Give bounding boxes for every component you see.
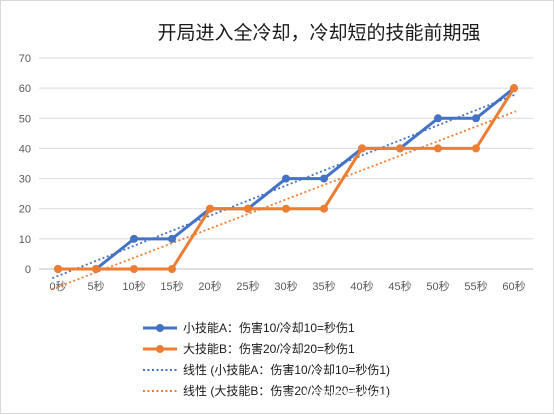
series-lines: [54, 84, 518, 273]
x-tick-label: 50秒: [426, 279, 449, 293]
y-tick-label: 60: [19, 83, 31, 95]
chart-title: 开局进入全冷却，冷却短的技能前期强: [157, 22, 480, 44]
data-point-a: [130, 234, 138, 243]
x-tick-label: 60秒: [502, 279, 525, 293]
trendlines: [51, 93, 517, 290]
data-point-b: [472, 144, 480, 153]
data-point-b: [206, 204, 214, 213]
data-point-b: [434, 144, 442, 153]
x-tick-label: 55秒: [464, 279, 487, 293]
y-tick-label: 20: [19, 204, 31, 216]
y-tick-label: 50: [19, 113, 31, 125]
legend: 小技能A：伤害10/冷却10=秒伤1 大技能B：伤害20/冷却20=秒伤1 线性 (…: [143, 320, 390, 398]
legend-marker: [156, 345, 164, 353]
legend-marker: [156, 324, 164, 332]
data-point-b: [244, 204, 252, 213]
legend-label: 大技能B：伤害20/冷却20=秒伤1: [183, 341, 355, 356]
x-tick-label: 15秒: [160, 279, 183, 293]
data-point-b: [54, 265, 62, 273]
data-point-b: [320, 204, 328, 213]
y-tick-label: 40: [19, 143, 31, 155]
watermark-text: © 上游媒体平台 COLG玩家社区: [284, 389, 496, 406]
data-point-a: [472, 114, 480, 123]
legend-label: 线性 (大技能B：伤害20/冷却20=秒伤1): [183, 383, 390, 398]
y-tick-label: 10: [19, 234, 31, 246]
data-point-b: [168, 265, 176, 273]
data-point-a: [434, 114, 442, 123]
x-tick-label: 40秒: [350, 279, 373, 293]
y-tick-label: 70: [19, 53, 31, 65]
data-point-b: [358, 144, 366, 153]
trendline-b: [51, 110, 517, 290]
data-point-b: [130, 265, 138, 273]
x-tick-label: 5秒: [87, 279, 104, 293]
data-point-a: [282, 174, 290, 183]
data-point-b: [92, 265, 100, 273]
x-tick-label: 25秒: [236, 279, 259, 293]
x-tick-label: 30秒: [274, 279, 297, 293]
y-axis-ticks: 0 10 20 30 40 50 60 70: [19, 53, 31, 276]
x-tick-label: 20秒: [198, 279, 221, 293]
data-point-a: [320, 174, 328, 183]
trendline-a: [51, 93, 517, 280]
y-tick-label: 0: [25, 264, 31, 276]
data-point-b: [396, 144, 404, 153]
x-tick-label: 35秒: [312, 279, 335, 293]
y-tick-label: 30: [19, 174, 31, 186]
data-point-b: [510, 84, 518, 93]
watermark: © 上游媒体平台 COLG玩家社区: [284, 389, 496, 406]
data-point-a: [168, 234, 176, 243]
legend-label: 线性 (小技能A：伤害10/冷却10=秒伤1): [183, 362, 390, 377]
gridlines: [39, 57, 533, 270]
x-tick-label: 45秒: [388, 279, 411, 293]
x-tick-label: 10秒: [122, 279, 145, 293]
legend-label: 小技能A：伤害10/冷却10=秒伤1: [183, 320, 355, 335]
data-point-b: [282, 204, 290, 213]
x-axis-ticks: 0秒5秒10秒15秒20秒25秒30秒35秒40秒45秒50秒55秒60秒: [49, 279, 525, 293]
